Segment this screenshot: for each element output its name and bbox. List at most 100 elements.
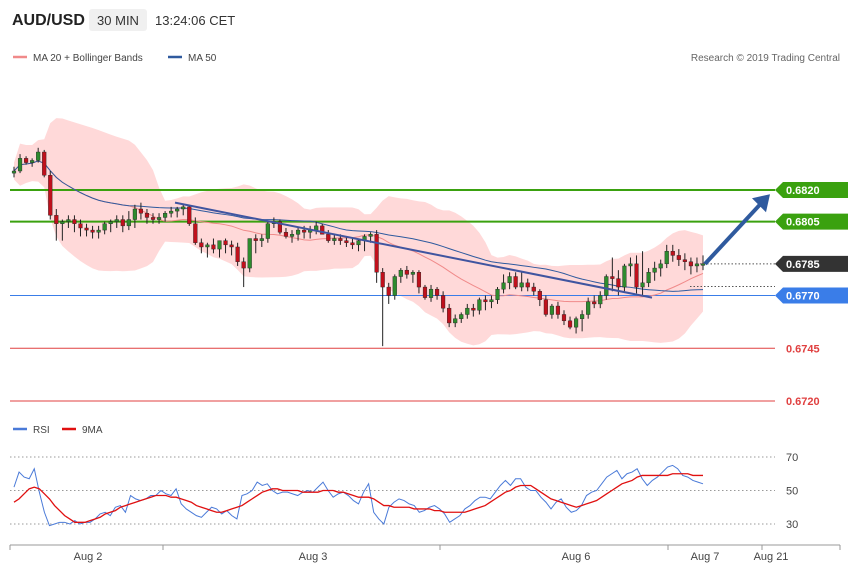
candle-body bbox=[694, 263, 700, 267]
candle-body bbox=[54, 215, 59, 224]
candle-body bbox=[241, 261, 246, 269]
candle-body bbox=[78, 223, 83, 229]
candle-body bbox=[682, 259, 687, 262]
price-level-labels: 0.6820 0.6805 0.6785 0.6770 0.6745 0.6720 bbox=[775, 182, 848, 408]
candle-body bbox=[295, 229, 301, 235]
candle-body bbox=[36, 151, 41, 161]
candle-body bbox=[471, 307, 476, 311]
candle-body bbox=[17, 158, 23, 172]
bollinger-band bbox=[14, 118, 703, 346]
candle-body bbox=[604, 276, 609, 296]
candle-body bbox=[658, 263, 663, 269]
target-arrow-head bbox=[752, 194, 770, 213]
rsi-legend-label: RSI bbox=[33, 425, 50, 436]
candle-body bbox=[404, 269, 409, 275]
candle-body bbox=[66, 219, 71, 222]
bollinger-legend-label: MA 20 + Bollinger Bands bbox=[33, 53, 143, 64]
candle-body bbox=[150, 217, 156, 220]
candle-body bbox=[187, 206, 192, 224]
candle-body bbox=[247, 238, 252, 269]
candle-body bbox=[495, 288, 500, 300]
rsi-line bbox=[13, 464, 704, 527]
candle-body bbox=[374, 234, 379, 273]
candle-body bbox=[380, 272, 385, 288]
candles bbox=[11, 147, 706, 347]
candle-body bbox=[398, 269, 403, 277]
candle-body bbox=[555, 305, 561, 315]
candle-body bbox=[616, 278, 621, 288]
timeframe-label[interactable]: 30 MIN bbox=[97, 13, 139, 28]
candle-body bbox=[700, 263, 706, 266]
candle-body bbox=[501, 282, 506, 290]
candle-body bbox=[193, 223, 198, 243]
candle-body bbox=[422, 286, 428, 298]
rsi-tick-label: 70 bbox=[786, 452, 798, 464]
x-axis: Aug 2 Aug 3 Aug 6 Aug 7 Aug 21 bbox=[9, 545, 841, 563]
candle-body bbox=[646, 272, 651, 284]
candle-body bbox=[156, 217, 162, 220]
candle-body bbox=[289, 234, 295, 237]
candle-body bbox=[640, 282, 645, 288]
candle-body bbox=[465, 307, 470, 315]
timeframe-box[interactable] bbox=[89, 9, 147, 31]
candle-body bbox=[410, 272, 415, 275]
rsi-legend: RSI 9MA bbox=[13, 425, 103, 436]
candle-body bbox=[670, 250, 675, 256]
candle-body bbox=[543, 299, 548, 315]
candle-body bbox=[205, 244, 210, 248]
candle-body bbox=[652, 267, 657, 273]
x-axis-label: Aug 7 bbox=[691, 551, 720, 563]
candle-body bbox=[441, 295, 446, 309]
x-axis-label: Aug 21 bbox=[754, 551, 789, 563]
candle-body bbox=[574, 318, 579, 328]
bollinger-band-area bbox=[14, 118, 703, 346]
candle-body bbox=[259, 238, 264, 241]
candle-body bbox=[223, 240, 228, 246]
credit-label: Research © 2019 Trading Central bbox=[691, 53, 840, 64]
candle-body bbox=[102, 223, 107, 231]
candle-body bbox=[265, 223, 270, 239]
level-label-box-3 bbox=[775, 287, 848, 304]
candle-body bbox=[277, 221, 283, 233]
candle-body bbox=[211, 244, 216, 250]
level-label-box-0 bbox=[775, 182, 848, 198]
candle-body bbox=[72, 219, 77, 224]
candle-body bbox=[453, 318, 458, 324]
downtrend-line bbox=[174, 201, 653, 299]
candle-body bbox=[519, 282, 524, 288]
candle-body bbox=[549, 305, 554, 315]
candle-body bbox=[314, 225, 319, 231]
candle-body bbox=[326, 234, 331, 241]
candle-body bbox=[628, 263, 633, 267]
candle-body bbox=[96, 229, 101, 233]
candle-body bbox=[120, 219, 125, 227]
candle-body bbox=[24, 158, 29, 163]
candle-body bbox=[114, 219, 119, 222]
candle-body bbox=[253, 238, 258, 241]
price-legend: MA 20 + Bollinger Bands MA 50 Research ©… bbox=[13, 53, 840, 64]
candle-body bbox=[676, 255, 681, 260]
candle-body bbox=[217, 240, 222, 250]
candle-body bbox=[169, 210, 174, 214]
candle-body bbox=[30, 160, 35, 163]
candle-body bbox=[163, 213, 168, 218]
candle-body bbox=[350, 242, 355, 246]
trend-annotations bbox=[174, 194, 770, 299]
x-axis-label: Aug 2 bbox=[74, 551, 103, 563]
candle-body bbox=[338, 238, 343, 241]
candle-body bbox=[489, 299, 494, 303]
candle-body bbox=[235, 246, 240, 262]
candle-body bbox=[416, 272, 422, 288]
rsi-ma-legend-label: 9MA bbox=[82, 425, 103, 436]
ma50-legend-label: MA 50 bbox=[188, 53, 217, 64]
level-label-box-2 bbox=[775, 255, 848, 272]
target-arrow-shaft bbox=[703, 198, 766, 266]
rsi-panel: 70 50 30 bbox=[10, 452, 798, 531]
candle-body bbox=[48, 175, 53, 216]
candle-body bbox=[513, 276, 518, 288]
symbol-title: AUD/USD bbox=[12, 12, 85, 29]
chart-header: AUD/USD 30 MIN 13:24:06 CET bbox=[12, 9, 235, 31]
candle-body bbox=[386, 286, 391, 296]
level-label-3: 0.6770 bbox=[786, 291, 820, 303]
